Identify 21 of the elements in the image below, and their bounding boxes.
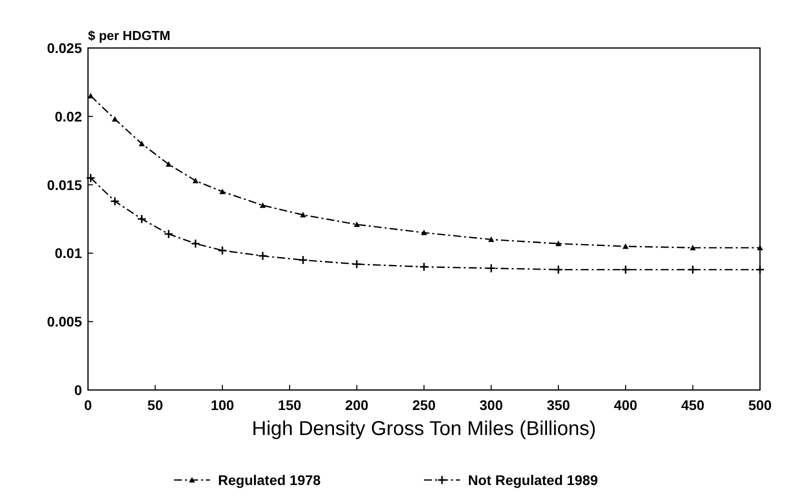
x-tick-label: 50 [147,397,164,413]
y-tick-label: 0.01 [54,245,82,262]
x-tick-label: 500 [748,397,772,413]
y-tick-label: 0.015 [46,176,82,193]
y-tick-label: 0.005 [46,314,82,330]
x-tick-label: 350 [546,397,570,413]
legend-label: Not Regulated 1989 [468,472,598,488]
x-tick-label: 450 [681,397,705,413]
x-tick-label: 300 [480,397,504,413]
x-tick-label: 400 [614,397,638,413]
x-axis-title: High Density Gross Ton Miles (Billions) [252,418,596,440]
y-tick-label: 0.02 [54,108,82,124]
y-tick-label: 0.025 [46,40,82,56]
x-tick-label: 150 [278,397,302,413]
x-tick-label: 100 [210,397,234,413]
legend-label: Regulated 1978 [218,472,321,488]
x-tick-label: 250 [412,397,436,413]
y-axis-title: $ per HDGTM [88,28,170,43]
x-tick-label: 0 [84,397,92,413]
x-tick-label: 200 [345,397,369,413]
y-tick-label: 0 [74,382,82,398]
